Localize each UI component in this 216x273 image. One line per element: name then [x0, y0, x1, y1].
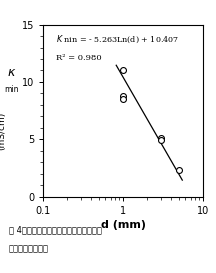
Text: 直径との関係: 直径との関係 — [9, 244, 49, 253]
Text: 围 4　極小点の電導度と試料充てん部の: 围 4 極小点の電導度と試料充てん部の — [9, 225, 102, 234]
Text: (mS/cm): (mS/cm) — [0, 112, 6, 150]
Point — [121, 68, 125, 73]
Point — [160, 136, 163, 140]
X-axis label: d (mm): d (mm) — [101, 220, 146, 230]
Text: R² = 0.980: R² = 0.980 — [56, 54, 102, 62]
Text: $\mathit{K}$ nin = - 5.263Ln(d) + 10.407: $\mathit{K}$ nin = - 5.263Ln(d) + 10.407 — [56, 33, 179, 44]
Point — [160, 138, 163, 143]
Text: $\mathit{κ}$: $\mathit{κ}$ — [6, 66, 16, 79]
Point — [121, 97, 125, 101]
Point — [177, 168, 181, 172]
Point — [121, 93, 125, 98]
Text: min: min — [4, 85, 19, 94]
